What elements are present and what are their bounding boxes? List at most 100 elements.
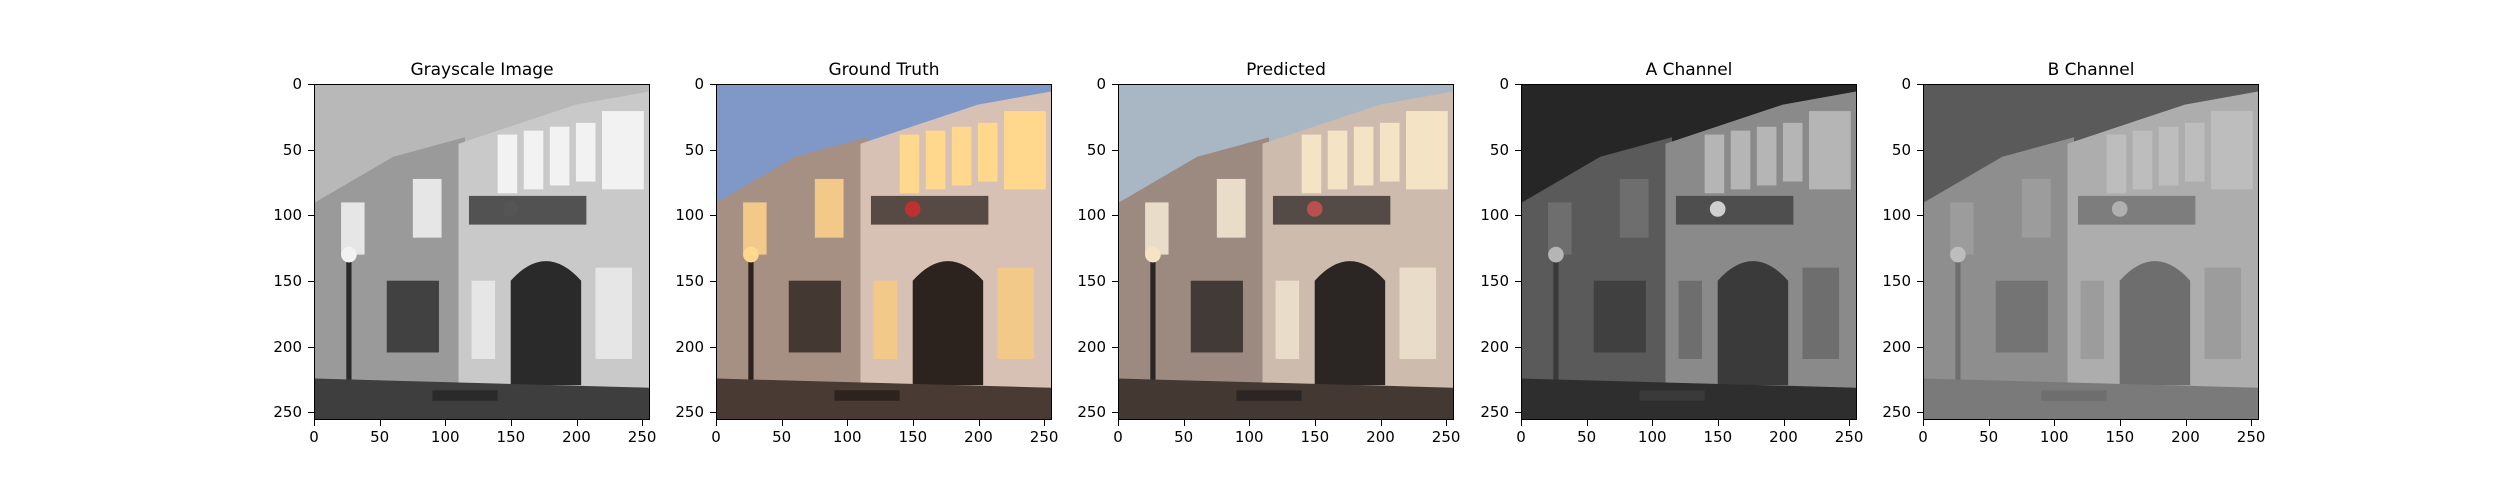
window	[997, 267, 1035, 359]
window	[1145, 202, 1169, 255]
y-tick-label: 50	[282, 140, 302, 159]
x-tick-mark	[912, 420, 914, 426]
window	[2211, 111, 2253, 190]
y-tick-label: 0	[1499, 75, 1509, 93]
x-tick-mark	[1446, 420, 1448, 426]
lamp-post	[1955, 254, 1961, 386]
y-tick-mark	[1917, 84, 1923, 85]
x-tick-mark	[1521, 420, 1522, 426]
balcony	[1675, 195, 1794, 225]
x-tick-mark	[445, 420, 447, 426]
window	[1730, 130, 1751, 190]
y-tick-mark	[710, 84, 716, 85]
ornament	[1306, 201, 1323, 217]
y-tick-mark	[1515, 280, 1521, 282]
x-tick-mark	[379, 420, 381, 426]
image-gray	[314, 84, 650, 420]
x-tick-label: 0	[1918, 428, 1928, 446]
window	[1004, 111, 1046, 190]
window	[1399, 267, 1437, 359]
x-tick-mark	[314, 420, 315, 426]
window	[1782, 122, 1803, 182]
x-tick-mark	[978, 420, 980, 426]
subplot-2: Ground Truth 0 50 100 150 200 250 0 50 100 150 200 2…	[675, 0, 1116, 500]
ornament	[1709, 201, 1726, 217]
image-color	[716, 84, 1052, 420]
x-tick-label: 50	[370, 428, 390, 446]
shop-window	[1593, 280, 1646, 353]
x-tick-label: 200	[2171, 428, 2200, 446]
x-tick-mark	[1586, 420, 1588, 426]
x-tick-mark	[1717, 420, 1719, 426]
window	[1678, 280, 1703, 359]
y-tick-mark	[1917, 280, 1923, 282]
x-tick-label: 200	[562, 428, 591, 446]
lamp	[1950, 246, 1966, 263]
y-tick-mark	[308, 84, 314, 85]
x-tick-mark	[1652, 420, 1654, 426]
shop-window	[1190, 280, 1243, 353]
y-tick-label: 250	[1077, 403, 1106, 422]
x-tick-label: 250	[627, 428, 657, 446]
x-tick-mark	[642, 420, 644, 426]
image-a	[1521, 84, 1857, 420]
window	[2132, 130, 2153, 190]
balcony	[870, 195, 989, 225]
y-tick-label: 100	[1480, 206, 1509, 225]
shop-window	[1995, 280, 2048, 353]
mat	[2041, 390, 2107, 401]
y-tick-label: 200	[675, 337, 704, 356]
subplot-5: B Channel 0 50 100 150 200 250 0 50 100 150 200 250	[1882, 0, 2323, 500]
x-tick-label: 250	[1431, 428, 1461, 446]
y-tick-label: 100	[1077, 206, 1106, 225]
subplot-title: Ground Truth	[828, 60, 940, 80]
x-tick-mark	[1783, 420, 1785, 426]
y-tick-mark	[1112, 412, 1118, 414]
subplot-3: Predicted 0 50 100 150 200 250 0 50 100 150 200 250	[1077, 0, 1518, 500]
x-tick-mark	[847, 420, 849, 426]
mat	[1639, 390, 1705, 401]
balcony	[2077, 195, 2196, 225]
y-tick-mark	[710, 149, 716, 151]
y-tick-label: 150	[1882, 271, 1911, 290]
x-tick-mark	[1380, 420, 1382, 426]
window	[471, 280, 496, 359]
ornament	[904, 201, 921, 217]
y-tick-label: 100	[273, 206, 302, 225]
x-tick-mark	[510, 420, 512, 426]
door	[1717, 261, 1789, 386]
x-tick-mark	[1849, 420, 1851, 426]
lamp-post	[1150, 254, 1156, 386]
x-tick-label: 50	[1174, 428, 1194, 446]
subplot-title: A Channel	[1645, 60, 1733, 80]
x-tick-mark	[1249, 420, 1251, 426]
window	[595, 267, 633, 359]
x-tick-label: 150	[898, 428, 928, 446]
mat	[1236, 390, 1302, 401]
y-tick-mark	[1515, 215, 1521, 217]
window	[1216, 178, 1246, 238]
window	[1379, 122, 1400, 182]
image-pred	[1118, 84, 1454, 420]
y-tick-label: 250	[1480, 403, 1509, 422]
y-tick-label: 0	[1901, 75, 1911, 93]
y-tick-label: 100	[675, 206, 704, 225]
x-tick-label: 250	[1029, 428, 1059, 446]
y-tick-mark	[710, 412, 716, 414]
lamp	[341, 246, 357, 263]
subplot-1: Grayscale Image 0 50 100 150 200 250 0 50 100 150 2…	[273, 0, 714, 500]
balcony	[468, 195, 587, 225]
window	[1301, 134, 1322, 194]
x-tick-mark	[2119, 420, 2121, 426]
x-tick-label: 50	[1577, 428, 1597, 446]
y-tick-mark	[308, 412, 314, 414]
y-tick-mark	[710, 346, 716, 348]
window	[341, 202, 365, 255]
window	[1275, 280, 1300, 359]
subplot-title: Grayscale Image	[410, 60, 554, 80]
window	[575, 122, 596, 182]
window	[2106, 134, 2127, 194]
y-tick-mark	[1112, 346, 1118, 348]
door	[2119, 261, 2191, 386]
window	[497, 134, 518, 194]
